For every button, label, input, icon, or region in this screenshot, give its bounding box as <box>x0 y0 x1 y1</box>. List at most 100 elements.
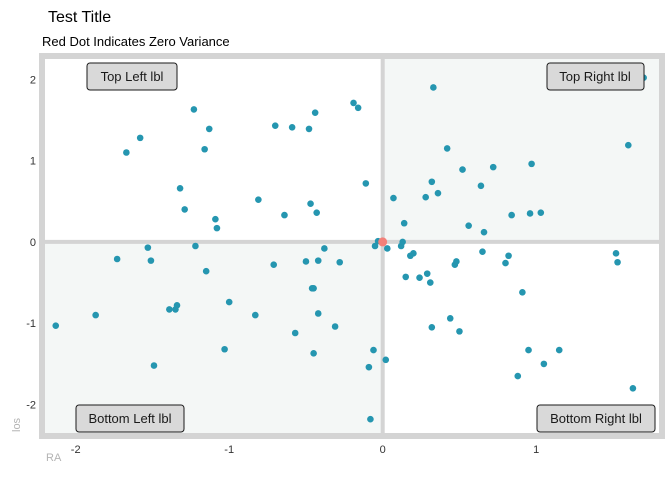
quad-label-top-left-text: Top Left lbl <box>101 69 164 84</box>
data-point <box>213 224 221 232</box>
data-point <box>514 372 522 380</box>
data-point <box>281 211 288 219</box>
data-point <box>459 166 466 173</box>
y-axis-ticks: -2 -1 0 1 2 <box>26 74 36 411</box>
y-tick-label: -1 <box>26 318 36 330</box>
data-point <box>311 109 319 116</box>
data-point <box>416 274 423 282</box>
data-point <box>271 122 279 129</box>
quad-label-bottom-left-box <box>75 404 185 433</box>
data-point <box>150 362 158 369</box>
y-tick-label: 1 <box>30 156 36 168</box>
data-point <box>370 346 377 354</box>
data-point <box>251 311 259 319</box>
data-point <box>255 196 262 203</box>
data-point <box>270 261 278 269</box>
chart-subtitle: Red Dot Indicates Zero Variance <box>42 34 230 49</box>
y-tick-label: 2 <box>30 74 36 86</box>
quad-label-bottom-right: Bottom Right lbl <box>536 404 656 433</box>
data-point <box>176 184 184 192</box>
data-point <box>350 99 357 107</box>
data-point <box>314 257 322 264</box>
quad-label-top-right-box <box>546 62 645 91</box>
data-point <box>384 245 391 252</box>
data-point <box>202 267 210 275</box>
y-axis-label: los <box>11 417 23 432</box>
data-point <box>456 328 463 335</box>
data-point <box>399 238 406 246</box>
data-point <box>201 145 208 153</box>
data-point <box>480 228 488 236</box>
quad-label-top-right: Top Right lbl <box>546 62 645 91</box>
data-point <box>123 149 130 156</box>
data-point <box>465 222 472 229</box>
data-point <box>314 310 322 317</box>
data-point <box>181 206 188 213</box>
data-point <box>612 250 620 257</box>
data-point <box>310 350 317 357</box>
data-point <box>422 193 429 201</box>
data-point <box>508 211 515 219</box>
data-point <box>166 306 173 313</box>
data-point <box>426 279 434 286</box>
data-point <box>147 257 155 264</box>
x-tick-label: 1 <box>533 444 539 456</box>
data-point <box>192 242 199 250</box>
data-point <box>144 244 152 251</box>
x-tick-label: 0 <box>380 444 386 456</box>
data-point <box>302 258 310 265</box>
data-point <box>446 315 454 322</box>
quad-label-bottom-left: Bottom Left lbl <box>75 404 185 433</box>
data-point <box>428 324 436 331</box>
data-point <box>430 84 437 91</box>
data-point <box>310 284 317 292</box>
data-point <box>528 160 535 168</box>
data-point <box>221 345 228 353</box>
data-point <box>336 258 344 266</box>
points-layer <box>52 74 647 423</box>
quad-label-top-right-text: Top Right lbl <box>559 69 631 84</box>
data-point <box>443 145 451 152</box>
data-point <box>410 250 417 257</box>
chart-title: Test Title <box>48 9 111 26</box>
data-point <box>307 200 314 208</box>
x-axis-label: RA <box>46 452 62 464</box>
data-point <box>502 259 509 267</box>
data-point <box>519 289 526 296</box>
data-point <box>354 104 362 112</box>
data-point <box>321 245 328 252</box>
data-point <box>505 252 512 260</box>
data-point <box>428 178 436 186</box>
data-point <box>390 194 397 202</box>
y-tick-label: 0 <box>30 237 36 249</box>
data-point <box>212 215 219 223</box>
data-point <box>540 360 548 368</box>
data-point <box>555 346 563 354</box>
data-point <box>400 219 408 227</box>
quad-label-top-left: Top Left lbl <box>86 62 178 91</box>
data-point <box>113 255 121 263</box>
data-point <box>173 302 181 309</box>
x-tick-label: -1 <box>224 444 234 456</box>
x-axis-ticks: -2 -1 0 1 <box>71 444 539 456</box>
quad-label-bottom-right-box <box>536 404 656 433</box>
data-point <box>367 415 374 423</box>
data-point <box>288 123 296 131</box>
data-point <box>313 209 320 216</box>
data-point <box>136 134 144 142</box>
data-point <box>525 346 532 354</box>
data-point <box>305 125 313 133</box>
data-point <box>489 163 497 171</box>
data-point <box>453 258 460 265</box>
data-point <box>629 384 637 392</box>
data-point <box>537 209 545 216</box>
bottom-left-quadrant-shade <box>45 241 383 433</box>
y-tick-label: -2 <box>26 400 36 412</box>
x-tick-label: -2 <box>71 444 81 456</box>
data-point <box>402 273 410 281</box>
data-point <box>331 323 339 330</box>
data-point <box>434 189 442 197</box>
data-point <box>371 242 379 250</box>
data-point <box>479 248 486 255</box>
